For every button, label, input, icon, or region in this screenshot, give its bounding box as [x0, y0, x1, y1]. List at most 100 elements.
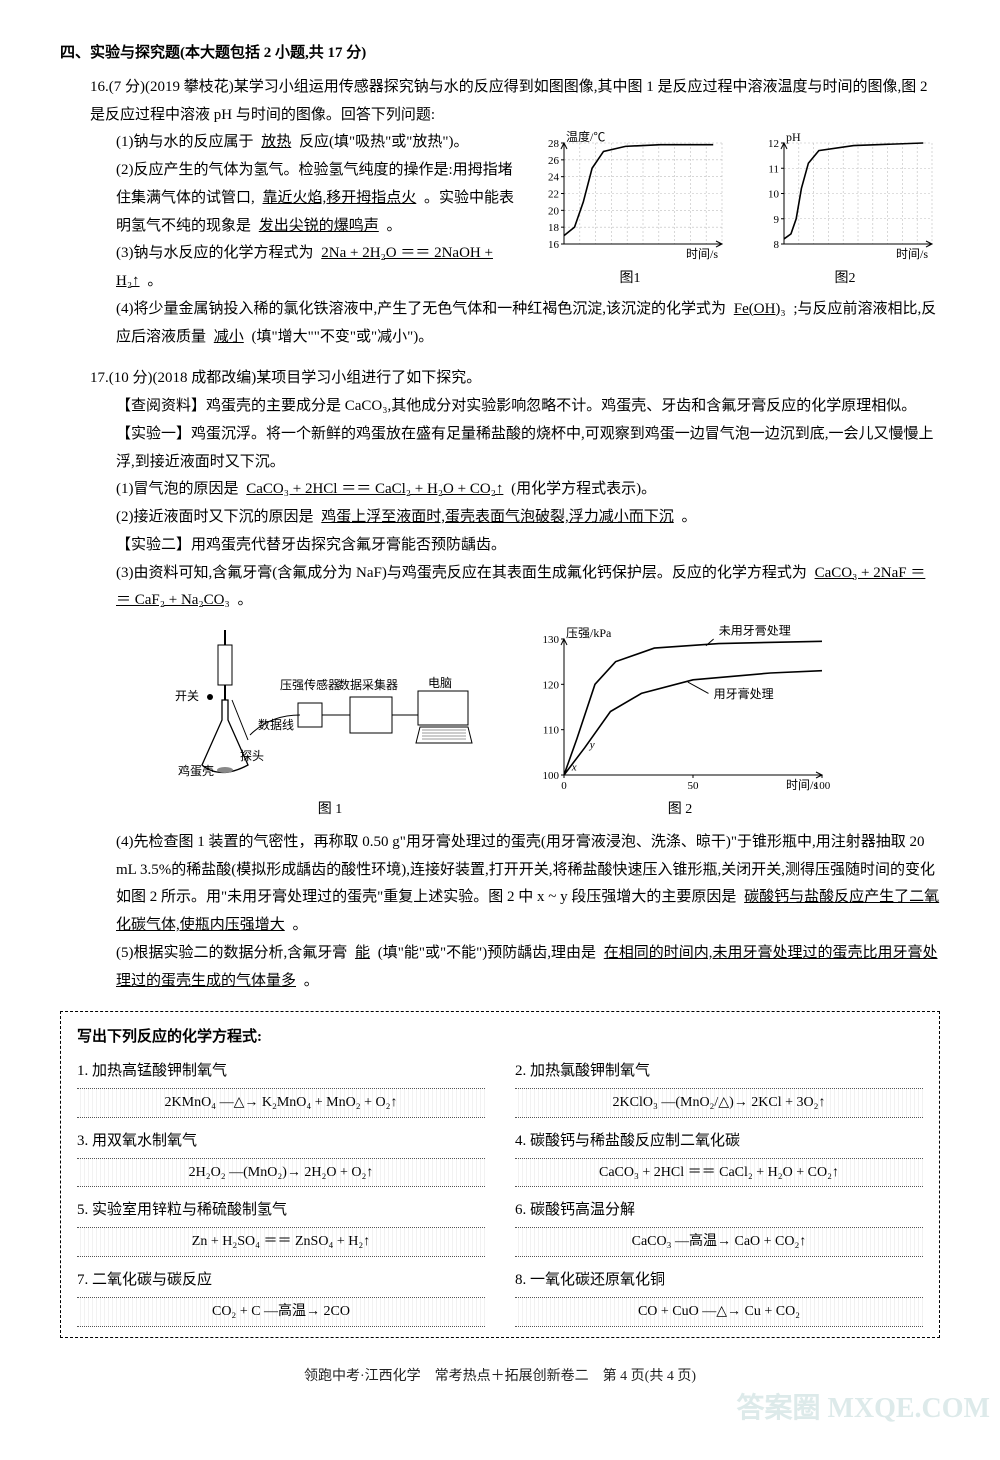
equation-answer: 2KClO₃ —(MnO₂/△)→ 2KCl + 3O₂↑ — [515, 1088, 923, 1118]
svg-text:8: 8 — [774, 239, 780, 251]
blank: Fe(OH)₃ — [730, 301, 790, 317]
svg-text:y: y — [589, 739, 595, 751]
svg-text:24: 24 — [548, 172, 560, 184]
text: 反应(填"吸热"或"放热")。 — [299, 134, 468, 150]
apparatus-diagram: 鸡蛋壳开关探头数据线压强传感器数据采集器电脑 图 1 — [170, 625, 490, 823]
question-17: 17.(10 分)(2018 成都改编)某项目学习小组进行了如下探究。 【查阅资… — [60, 365, 940, 995]
chart-1: 16 18 20 22 24 26 28 温度/℃ 时间/s — [530, 129, 730, 264]
equation-item: 4. 碳酸钙与稀盐酸反应制二氧化碳CaCO₃ + 2HCl ＝＝ CaCl₂ +… — [515, 1128, 923, 1188]
equation-item: 6. 碳酸钙高温分解CaCO₃ —高温→ CaO + CO₂↑ — [515, 1197, 923, 1257]
q17-diagrams: 鸡蛋壳开关探头数据线压强传感器数据采集器电脑 图 1 1001101201300… — [60, 625, 940, 823]
chart-2-caption: 图2 — [750, 266, 940, 292]
svg-text:10: 10 — [768, 189, 780, 201]
equation-prompt: 3. 用双氧水制氧气 — [77, 1128, 485, 1156]
blank: 发出尖锐的爆鸣声 — [255, 218, 383, 234]
blank: 靠近火焰,移开拇指点火 — [259, 190, 421, 206]
blank: CaCO₃ + 2HCl ＝＝ CaCl₂ + H₂O + CO₂↑ — [242, 481, 507, 497]
equations-title: 写出下列反应的化学方程式: — [77, 1024, 923, 1052]
equation-answer: CO₂ + C —高温→ 2CO — [77, 1297, 485, 1327]
q16-part1: (1)钠与水的反应属于 放热 反应(填"吸热"或"放热")。 — [60, 129, 518, 157]
equation-prompt: 2. 加热氯酸钾制氧气 — [515, 1058, 923, 1086]
section-title: 四、实验与探究题(本大题包括 2 小题,共 17 分) — [60, 40, 940, 68]
equations-grid: 1. 加热高锰酸钾制氧气2KMnO₄ —△→ K₂MnO₄ + MnO₂ + O… — [77, 1058, 923, 1327]
watermark: 答案圈 MXQE.COM — [736, 1383, 990, 1435]
q17-reference: 【查阅资料】鸡蛋壳的主要成分是 CaCO₃,其他成分对实验影响忽略不计。鸡蛋壳、… — [60, 393, 940, 421]
chart-3-caption: 图 2 — [530, 797, 830, 823]
chart-2-wrap: 89101112pH时间/s 图2 — [750, 129, 940, 292]
equation-answer: CO + CuO —△→ Cu + CO₂ — [515, 1297, 923, 1327]
text: 。 — [387, 218, 402, 234]
chart-3: 100110120130050100压强/kPa时间/s未用牙膏处理用牙膏处理x… — [530, 625, 830, 795]
text: 。 — [147, 273, 162, 289]
equation-item: 7. 二氧化碳与碳反应CO₂ + C —高温→ 2CO — [77, 1267, 485, 1327]
svg-text:26: 26 — [548, 155, 560, 167]
svg-text:28: 28 — [548, 138, 560, 150]
text: 。 — [237, 592, 252, 608]
q16-part2: (2)反应产生的气体为氢气。检验氢气纯度的操作是:用拇指堵住集满气体的试管口, … — [60, 157, 518, 240]
q16-part3: (3)钠与水反应的化学方程式为 2Na + 2H₂O ＝＝ 2NaOH + H₂… — [60, 240, 518, 296]
q16-part4: (4)将少量金属钠投入稀的氯化铁溶液中,产生了无色气体和一种红褐色沉淀,该沉淀的… — [60, 296, 940, 352]
svg-text:22: 22 — [548, 189, 559, 201]
svg-text:开关: 开关 — [175, 689, 199, 703]
chart-3-wrap: 100110120130050100压强/kPa时间/s未用牙膏处理用牙膏处理x… — [530, 625, 830, 823]
q16-charts: 16182022242628温度/℃时间/s 图1 89101112pH时间/s… — [530, 129, 940, 292]
text: 。 — [293, 917, 308, 933]
equation-answer: 2KMnO₄ —△→ K₂MnO₄ + MnO₂ + O₂↑ — [77, 1088, 485, 1118]
svg-text:11: 11 — [768, 164, 779, 176]
svg-text:18: 18 — [548, 222, 560, 234]
equation-answer: Zn + H₂SO₄ ＝＝ ZnSO₄ + H₂↑ — [77, 1227, 485, 1257]
svg-text:数据线: 数据线 — [258, 717, 294, 732]
q17-stem: 17.(10 分)(2018 成都改编)某项目学习小组进行了如下探究。 — [60, 365, 940, 393]
text: (5)根据实验二的数据分析,含氟牙膏 — [116, 945, 347, 961]
equation-item: 5. 实验室用锌粒与稀硫酸制氢气Zn + H₂SO₄ ＝＝ ZnSO₄ + H₂… — [77, 1197, 485, 1257]
svg-text:时间/s: 时间/s — [896, 247, 928, 261]
svg-text:电脑: 电脑 — [428, 676, 452, 690]
equation-item: 2. 加热氯酸钾制氧气2KClO₃ —(MnO₂/△)→ 2KCl + 3O₂↑ — [515, 1058, 923, 1118]
svg-text:16: 16 — [548, 239, 560, 251]
svg-text:时间/s: 时间/s — [686, 247, 718, 261]
svg-text:x: x — [571, 761, 577, 773]
equation-prompt: 1. 加热高锰酸钾制氧气 — [77, 1058, 485, 1086]
blank: 减小 — [210, 329, 248, 345]
q17-exp1-title: 【实验一】鸡蛋沉浮。将一个新鲜的鸡蛋放在盛有足量稀盐酸的烧杯中,可观察到鸡蛋一边… — [60, 421, 940, 477]
diagram-1-caption: 图 1 — [170, 797, 490, 823]
q17-part1: (1)冒气泡的原因是 CaCO₃ + 2HCl ＝＝ CaCl₂ + H₂O +… — [60, 476, 940, 504]
blank: 放热 — [257, 134, 295, 150]
svg-text:探头: 探头 — [240, 749, 264, 763]
equation-answer: CaCO₃ —高温→ CaO + CO₂↑ — [515, 1227, 923, 1257]
text: 。 — [682, 509, 697, 525]
page-footer: 领跑中考·江西化学 常考热点＋拓展创新卷二 第 4 页(共 4 页) — [60, 1364, 940, 1390]
equation-item: 8. 一氧化碳还原氧化铜CO + CuO —△→ Cu + CO₂ — [515, 1267, 923, 1327]
equation-answer: CaCO₃ + 2HCl ＝＝ CaCl₂ + H₂O + CO₂↑ — [515, 1158, 923, 1188]
blank: 鸡蛋上浮至液面时,蛋壳表面气泡破裂,浮力减小而下沉 — [317, 509, 678, 525]
svg-text:未用牙膏处理: 未用牙膏处理 — [719, 625, 791, 637]
equation-item: 1. 加热高锰酸钾制氧气2KMnO₄ —△→ K₂MnO₄ + MnO₂ + O… — [77, 1058, 485, 1118]
text: (用化学方程式表示)。 — [511, 481, 656, 497]
text: 。 — [304, 973, 319, 989]
svg-text:9: 9 — [774, 214, 780, 226]
svg-text:压强传感器: 压强传感器 — [280, 677, 340, 692]
equation-prompt: 8. 一氧化碳还原氧化铜 — [515, 1267, 923, 1295]
svg-text:50: 50 — [688, 780, 700, 792]
text: (填"增大""不变"或"减小")。 — [252, 329, 434, 345]
text: (3)钠与水反应的化学方程式为 — [116, 245, 314, 261]
apparatus-svg: 鸡蛋壳开关探头数据线压强传感器数据采集器电脑 — [170, 625, 490, 795]
text: (1)冒气泡的原因是 — [116, 481, 239, 497]
equations-box: 写出下列反应的化学方程式: 1. 加热高锰酸钾制氧气2KMnO₄ —△→ K₂M… — [60, 1011, 940, 1337]
blank: 能 — [351, 945, 374, 961]
q17-part2: (2)接近液面时又下沉的原因是 鸡蛋上浮至液面时,蛋壳表面气泡破裂,浮力减小而下… — [60, 504, 940, 532]
text: (2)接近液面时又下沉的原因是 — [116, 509, 314, 525]
svg-text:20: 20 — [548, 206, 560, 218]
equation-item: 3. 用双氧水制氧气2H₂O₂ —(MnO₂)→ 2H₂O + O₂↑ — [77, 1128, 485, 1188]
question-16: 16.(7 分)(2019 攀枝花)某学习小组运用传感器探究钠与水的反应得到如图… — [60, 74, 940, 352]
equation-answer: 2H₂O₂ —(MnO₂)→ 2H₂O + O₂↑ — [77, 1158, 485, 1188]
svg-text:110: 110 — [543, 725, 560, 737]
svg-text:数据采集器: 数据采集器 — [338, 677, 398, 692]
q17-part5: (5)根据实验二的数据分析,含氟牙膏 能 (填"能"或"不能")预防龋齿,理由是… — [60, 940, 940, 996]
svg-text:pH: pH — [786, 130, 801, 144]
svg-text:温度/℃: 温度/℃ — [566, 129, 605, 144]
text: (1)钠与水的反应属于 — [116, 134, 254, 150]
q16-stem: 16.(7 分)(2019 攀枝花)某学习小组运用传感器探究钠与水的反应得到如图… — [60, 74, 940, 130]
equation-prompt: 6. 碳酸钙高温分解 — [515, 1197, 923, 1225]
q17-part3: (3)由资料可知,含氟牙膏(含氟成分为 NaF)与鸡蛋壳反应在其表面生成氟化钙保… — [60, 560, 940, 616]
